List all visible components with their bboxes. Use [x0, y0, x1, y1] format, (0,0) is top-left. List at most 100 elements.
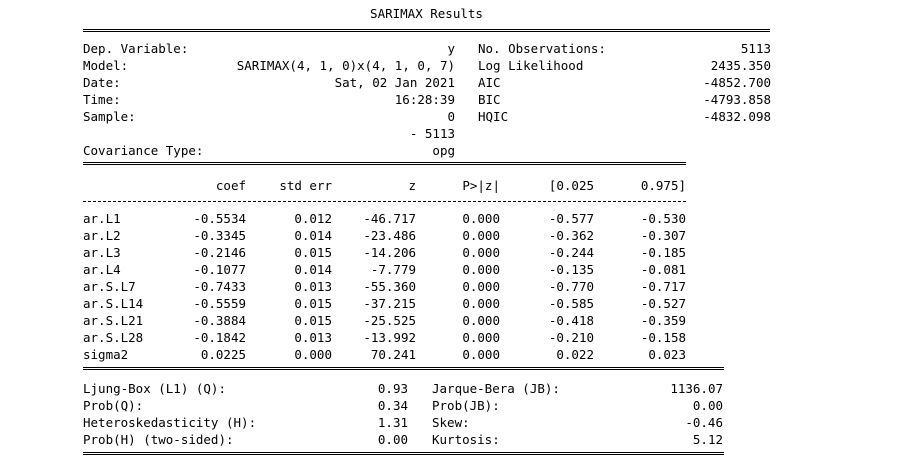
coef-cell: 0.000	[294, 347, 332, 362]
coef-column-header: std err	[279, 178, 332, 193]
coef-cell: 0.000	[462, 330, 500, 345]
bottom-double-rule	[83, 452, 724, 455]
coef-cell: -0.5559	[193, 296, 246, 311]
header-right-label: Log Likelihood	[478, 58, 584, 73]
diag-right-label: Prob(JB):	[432, 398, 500, 413]
coef-cell: -25.525	[363, 313, 416, 328]
header-left-label: Model:	[83, 58, 129, 73]
coef-cell: -0.3884	[193, 313, 246, 328]
coef-cell: 0.000	[462, 211, 500, 226]
coef-row-name: sigma2	[83, 347, 129, 362]
coef-column-header: z	[408, 178, 416, 193]
coef-column-header: P>|z|	[462, 178, 500, 193]
header-right-label: BIC	[478, 92, 501, 107]
coef-cell: 0.014	[294, 228, 332, 243]
coef-row-name: ar.S.L7	[83, 279, 136, 294]
coef-cell: 70.241	[370, 347, 416, 362]
coef-cell: -14.206	[363, 245, 416, 260]
coef-cell: -46.717	[363, 211, 416, 226]
coef-cell: -7.779	[370, 262, 416, 277]
diag-left-label: Ljung-Box (L1) (Q):	[83, 381, 226, 396]
header-left-label: Covariance Type:	[83, 143, 204, 158]
coef-cell: -0.2146	[193, 245, 246, 260]
coef-column-header: 0.975]	[640, 178, 686, 193]
coef-cell: -0.530	[640, 211, 686, 226]
coef-row-name: ar.L1	[83, 211, 121, 226]
coef-cell: 0.015	[294, 296, 332, 311]
header-right-value: -4852.700	[703, 75, 771, 90]
header-right-value: -4832.098	[703, 109, 771, 124]
diag-left-label: Prob(Q):	[83, 398, 144, 413]
header-right-value: 2435.350	[710, 58, 771, 73]
header-left-value: opg	[432, 143, 455, 158]
coef-column-header: [0.025	[548, 178, 594, 193]
header-left-value: 0	[447, 109, 455, 124]
diag-right-value: 0.00	[692, 398, 723, 413]
coef-cell: -55.360	[363, 279, 416, 294]
diag-left-value: 0.34	[377, 398, 408, 413]
header-left-label: Sample:	[83, 109, 136, 124]
coef-cell: -0.577	[548, 211, 594, 226]
header-bottom-rule	[83, 162, 686, 165]
coef-cell: 0.013	[294, 330, 332, 345]
coef-bottom-rule	[83, 367, 724, 370]
results-title: SARIMAX Results	[370, 6, 483, 21]
coef-cell: 0.015	[294, 245, 332, 260]
coef-cell: 0.000	[462, 279, 500, 294]
diag-left-value: 0.93	[377, 381, 408, 396]
coef-row-name: ar.S.L21	[83, 313, 144, 328]
diag-left-label: Prob(H) (two-sided):	[83, 432, 234, 447]
coef-cell: 0.000	[462, 262, 500, 277]
coef-cell: 0.0225	[200, 347, 246, 362]
coef-cell: 0.000	[462, 245, 500, 260]
header-right-value: 5113	[740, 41, 771, 56]
coef-cell: -0.5534	[193, 211, 246, 226]
coef-row-name: ar.S.L28	[83, 330, 144, 345]
coef-cell: 0.014	[294, 262, 332, 277]
coef-cell: -0.527	[640, 296, 686, 311]
coef-row-name: ar.L4	[83, 262, 121, 277]
coef-row-name: ar.L2	[83, 228, 121, 243]
diag-left-value: 1.31	[377, 415, 408, 430]
header-right-label: HQIC	[478, 109, 509, 124]
header-left-value: - 5113	[409, 126, 455, 141]
coef-cell: -0.770	[548, 279, 594, 294]
coef-cell: 0.000	[462, 313, 500, 328]
diag-left-value: 0.00	[377, 432, 408, 447]
coef-cell: -0.7433	[193, 279, 246, 294]
coef-cell: 0.022	[556, 347, 594, 362]
coef-row-name: ar.S.L14	[83, 296, 144, 311]
header-right-value: -4793.858	[703, 92, 771, 107]
diag-right-label: Kurtosis:	[432, 432, 500, 447]
coef-cell: -0.362	[548, 228, 594, 243]
coef-cell: -0.081	[640, 262, 686, 277]
coef-cell: -37.215	[363, 296, 416, 311]
coef-cell: -0.1842	[193, 330, 246, 345]
coef-cell: -0.244	[548, 245, 594, 260]
header-left-value: y	[447, 41, 455, 56]
coef-cell: -0.585	[548, 296, 594, 311]
diag-right-label: Jarque-Bera (JB):	[432, 381, 560, 396]
coef-cell: -0.210	[548, 330, 594, 345]
coef-cell: -13.992	[363, 330, 416, 345]
coef-cell: 0.013	[294, 279, 332, 294]
coef-cell: -0.359	[640, 313, 686, 328]
header-left-label: Date:	[83, 75, 121, 90]
header-left-value: 16:28:39	[394, 92, 455, 107]
coef-cell: -0.135	[548, 262, 594, 277]
coef-cell: -0.1077	[193, 262, 246, 277]
header-left-label: Dep. Variable:	[83, 41, 189, 56]
coef-header-rule	[83, 201, 686, 202]
coef-cell: 0.012	[294, 211, 332, 226]
coef-cell: 0.000	[462, 347, 500, 362]
header-left-label: Time:	[83, 92, 121, 107]
header-left-value: Sat, 02 Jan 2021	[334, 75, 455, 90]
coef-cell: -0.717	[640, 279, 686, 294]
header-right-label: AIC	[478, 75, 501, 90]
coef-cell: -0.418	[548, 313, 594, 328]
header-right-label: No. Observations:	[478, 41, 606, 56]
diag-right-value: 5.12	[692, 432, 723, 447]
coef-cell: 0.000	[462, 296, 500, 311]
coef-cell: -0.185	[640, 245, 686, 260]
coef-cell: -0.307	[640, 228, 686, 243]
